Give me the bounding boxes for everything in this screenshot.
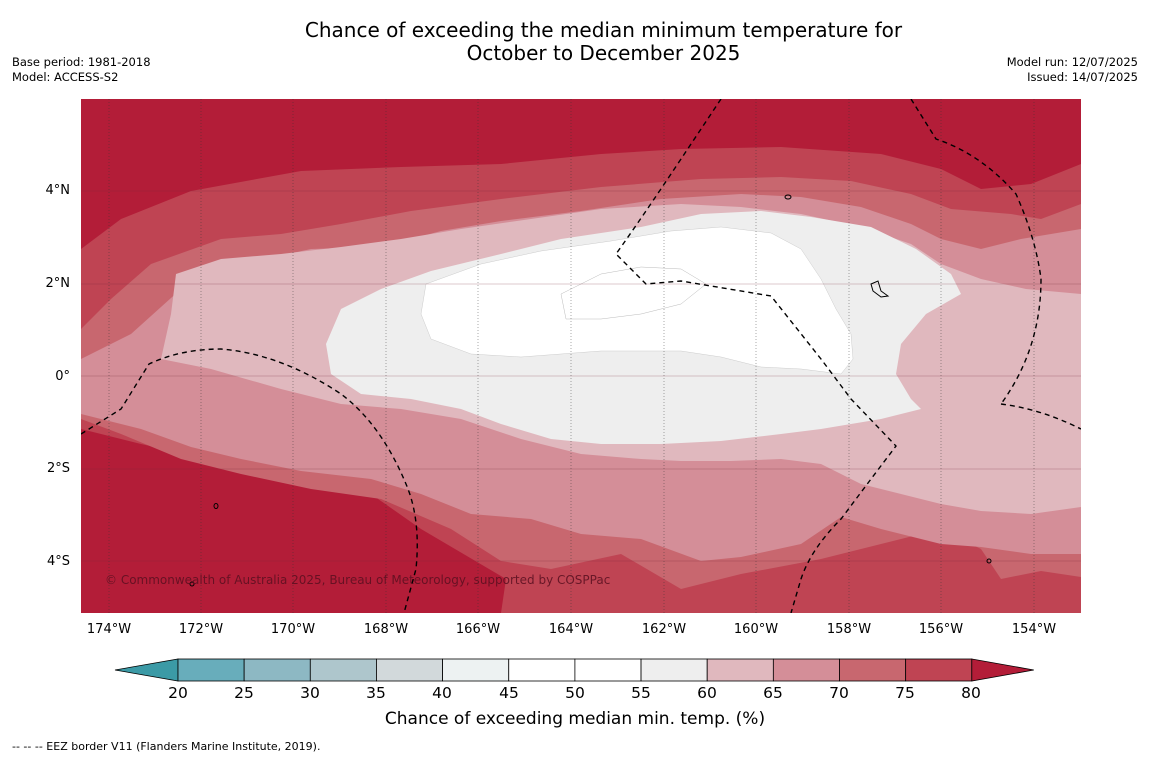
cbar-segment-9: [706, 658, 774, 682]
latitude-lines: [81, 190, 1081, 562]
lat-label-0: 0°: [55, 369, 70, 384]
title-line-1: Chance of exceeding the median minimum t…: [304, 18, 903, 42]
cbar-segment-8: [640, 658, 708, 682]
cbar-extend-low: [114, 658, 179, 682]
cbar-segment-5: [442, 658, 510, 682]
cbar-tick-50: 50: [565, 684, 585, 702]
lon-label-172w: 172°W: [178, 622, 224, 637]
cbar-tick-80: 80: [961, 684, 981, 702]
cbar-segment-7: [574, 658, 642, 682]
copyright-notice: © Commonwealth of Australia 2025, Bureau…: [105, 573, 611, 587]
lon-label-170w: 170°W: [270, 622, 316, 637]
cbar-segment-3: [309, 658, 377, 682]
cbar-segment-2: [243, 658, 311, 682]
lon-label-174w: 174°W: [86, 622, 132, 637]
cbar-tick-55: 55: [631, 684, 651, 702]
cbar-segment-6: [508, 658, 576, 682]
lat-label-2s: 2°S: [46, 461, 70, 476]
islands: [189, 194, 992, 587]
cbar-tick-75: 75: [895, 684, 915, 702]
model-run: Model run: 12/07/2025: [1006, 55, 1138, 69]
probability-map: [81, 99, 1081, 613]
base-period: Base period: 1981-2018: [12, 55, 151, 69]
lon-label-158w: 158°W: [826, 622, 872, 637]
lon-label-164w: 164°W: [548, 622, 594, 637]
lon-label-156w: 156°W: [918, 622, 964, 637]
colorbar-segments: [114, 658, 1034, 682]
lon-label-166w: 166°W: [455, 622, 501, 637]
lat-label-4s: 4°S: [46, 554, 70, 569]
eez-legend-note: -- -- -- EEZ border V11 (Flanders Marine…: [12, 740, 321, 753]
eez-border: [81, 99, 1081, 613]
lat-label-4n: 4°N: [45, 183, 71, 198]
cbar-tick-45: 45: [499, 684, 519, 702]
title-line-2: October to December 2025: [466, 41, 741, 65]
cbar-extend-high: [971, 658, 1034, 682]
colorbar-label: Chance of exceeding median min. temp. (%…: [384, 709, 766, 729]
meta-left: Base period: 1981-2018 Model: ACCESS-S2: [12, 55, 151, 85]
cbar-tick-35: 35: [366, 684, 386, 702]
cbar-segment-1: [177, 658, 245, 682]
band-45-inner: [560, 266, 707, 320]
issued-date: Issued: 14/07/2025: [1027, 70, 1138, 84]
cbar-segment-10: [772, 658, 840, 682]
cbar-segment-4: [376, 658, 444, 682]
lon-label-168w: 168°W: [363, 622, 409, 637]
lon-label-154w: 154°W: [1011, 622, 1057, 637]
lat-label-2n: 2°N: [45, 276, 71, 291]
cbar-segment-11: [839, 658, 907, 682]
lon-label-162w: 162°W: [641, 622, 687, 637]
lon-label-160w: 160°W: [733, 622, 779, 637]
cbar-tick-40: 40: [432, 684, 452, 702]
meta-right: Model run: 12/07/2025 Issued: 14/07/2025: [1007, 55, 1138, 85]
cbar-tick-70: 70: [829, 684, 849, 702]
cbar-tick-25: 25: [234, 684, 254, 702]
cbar-tick-60: 60: [697, 684, 717, 702]
cbar-segment-12: [905, 658, 973, 682]
colorbar: [114, 658, 1034, 682]
cbar-tick-20: 20: [168, 684, 188, 702]
cbar-tick-65: 65: [763, 684, 783, 702]
cbar-tick-30: 30: [300, 684, 320, 702]
model-name: Model: ACCESS-S2: [12, 70, 119, 84]
map-title: Chance of exceeding the median minimum t…: [0, 19, 1150, 65]
